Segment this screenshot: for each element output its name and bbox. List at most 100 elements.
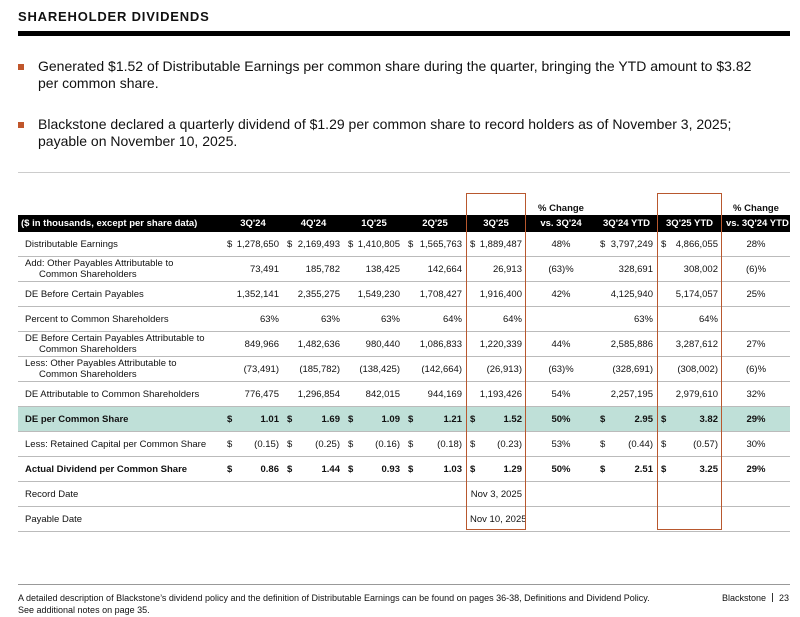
cell-value: 1.29 [503,463,523,475]
cell: 1,193,426 [466,381,526,407]
cell-value: (26,913) [486,363,522,375]
cell: 1,220,339 [466,331,526,357]
cell-value: 842,015 [365,388,400,400]
cell [526,506,596,532]
cell-value: 29% [746,463,766,475]
cell-value: (63)% [548,263,574,275]
cell: $2.95 [596,406,657,432]
cell: 44% [526,331,596,357]
currency: $ [600,463,606,475]
cell: 63% [596,306,657,332]
cell-value: (6)% [745,363,767,375]
cell [404,506,466,532]
cell-value: 63% [633,313,653,325]
cell: $ (0.25) [283,431,344,457]
row-label-line: Add: Other Payables Attributable to [25,258,174,269]
cell: 3,287,612 [657,331,722,357]
cell-value: 1.21 [443,413,463,425]
currency: $ [661,238,667,250]
cell: 29% [722,456,790,482]
cell: 776,475 [223,381,283,407]
cell-value: 2,355,275 [297,288,340,300]
cell-value: 185,782 [305,263,340,275]
cell-value: 48% [551,238,571,250]
cell-value: 0.93 [381,463,401,475]
cell-value: 944,169 [427,388,462,400]
cell: 2,257,195 [596,381,657,407]
column-header: vs. 3Q'24 [526,215,596,232]
cell-value: 1,482,636 [297,338,340,350]
cell: $1,889,487 [466,232,526,257]
currency: $ [227,238,233,250]
row-label-text: Less: Retained Capital per Common Share [25,438,207,450]
cell: 1,296,854 [283,381,344,407]
cell: 2,355,275 [283,281,344,307]
cell: (73,491) [223,356,283,382]
row-label-line: Less: Other Payables Attributable to [25,358,177,369]
column-header: 3Q'24 YTD [596,215,657,232]
cell: $ (0.44) [596,431,657,457]
column-header: % Change [538,202,584,214]
currency: $ [348,413,354,425]
column-header: % Change [733,202,779,214]
cell: $1.69 [283,406,344,432]
cell [283,481,344,507]
bullet: Blackstone declared a quarterly dividend… [38,116,732,149]
cell: 1,352,141 [223,281,283,307]
cell: 53% [526,431,596,457]
cell [722,306,790,332]
cell [344,481,404,507]
cell: 28% [722,232,790,257]
cell-value: 2.51 [634,463,654,475]
cell: $1,565,763 [404,232,466,257]
cell: 54% [526,381,596,407]
table-row: Less: Other Payables Attributable to Comm… [18,356,790,382]
cell: Nov 10, 2025 [466,506,526,532]
cell: $2,169,493 [283,232,344,257]
table-row: Actual Dividend per Common Share $0.86 $1.… [18,456,790,482]
row-label-text: Distributable Earnings [25,238,118,250]
cell-value: 1,296,854 [297,388,340,400]
footnote: A detailed description of Blackstone’s d… [18,593,650,603]
cell-value: 5,174,057 [675,288,718,300]
cell-value: Nov 10, 2025 [470,513,526,525]
cell-value: 1,708,427 [419,288,462,300]
cell-value: (308,002) [677,363,718,375]
cell-value: 980,440 [365,338,400,350]
cell-value: 32% [746,388,766,400]
cell-value: 1,889,487 [479,238,522,250]
currency: $ [470,463,476,475]
cell: $2.51 [596,456,657,482]
table-row: Distributable Earnings $1,278,650 $2,169,4… [18,232,790,257]
cell: (308,002) [657,356,722,382]
cell: 944,169 [404,381,466,407]
cell-value: 1,278,650 [236,238,279,250]
row-label: Distributable Earnings [18,232,223,257]
cell: 185,782 [283,256,344,282]
cell: $4,866,055 [657,232,722,257]
row-label: Add: Other Payables Attributable to Commo… [18,256,223,282]
cell: 142,664 [404,256,466,282]
cell-value: 1,220,339 [479,338,522,350]
column-header: ($ in thousands, except per share data) [18,215,223,232]
cell: 64% [466,306,526,332]
cell: $1.09 [344,406,404,432]
cell: $3.25 [657,456,722,482]
cell: 2,585,886 [596,331,657,357]
currency: $ [470,438,476,450]
cell: 30% [722,431,790,457]
cell: 63% [344,306,404,332]
row-label: Less: Retained Capital per Common Share [18,431,223,457]
cell-value: 54% [551,388,571,400]
cell-value: 142,664 [427,263,462,275]
cell-value: (0.16) [375,438,400,450]
currency: $ [470,413,476,425]
cell-value: 63% [259,313,279,325]
currency: $ [408,438,414,450]
cell-value: 1,352,141 [236,288,279,300]
table-row: Add: Other Payables Attributable to Commo… [18,256,790,282]
cell-value: 3.25 [699,463,719,475]
cell-value: (6)% [745,263,767,275]
cell-value: 1,916,400 [479,288,522,300]
cell-value: (0.57) [693,438,718,450]
